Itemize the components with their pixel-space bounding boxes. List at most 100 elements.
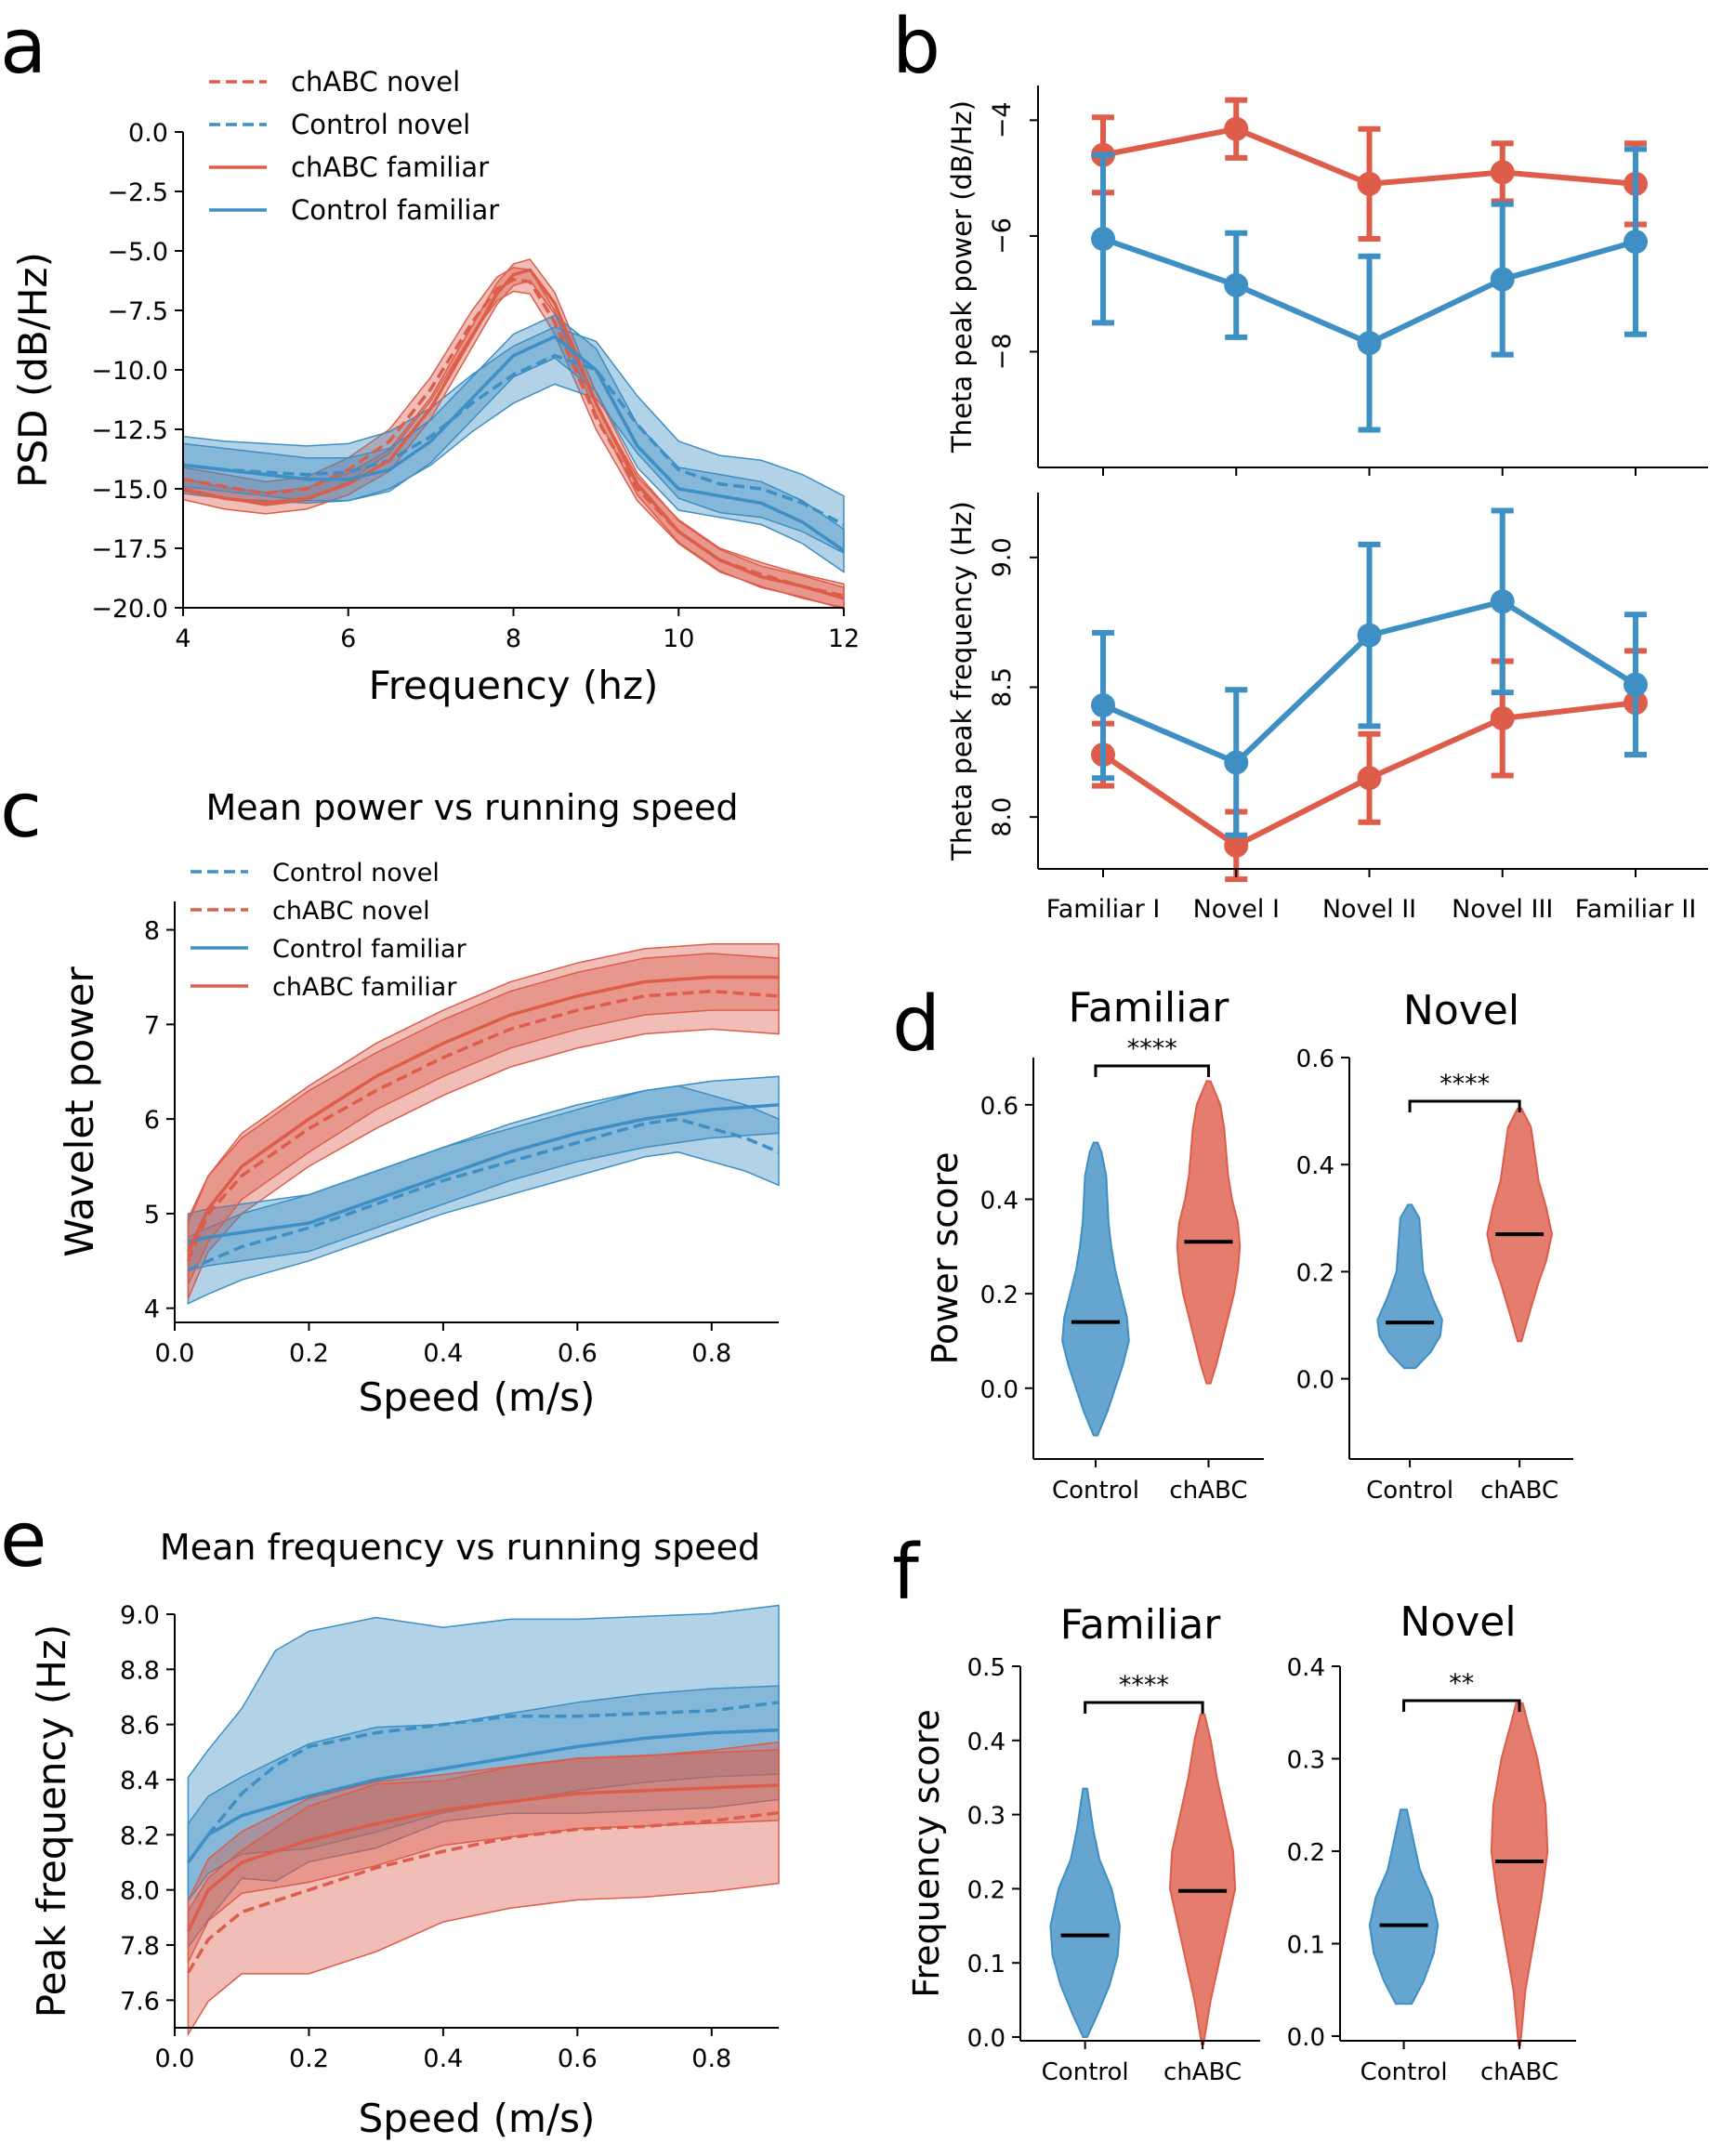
- data-point: [1490, 589, 1515, 614]
- x-tick-label: 6: [340, 624, 356, 653]
- x-tick-label: Novel II: [1322, 895, 1416, 924]
- x-tick-label: chABC: [1169, 1477, 1247, 1505]
- x-tick-label: 0.4: [423, 1339, 463, 1368]
- series-line-control-familiar: [182, 335, 845, 552]
- frequency-score-novel-chart: Control chABC ** 0.0 0.1 0.2 0.3 0.4 Novel: [1287, 1598, 1576, 2086]
- y-tick-label: 8.8: [120, 1656, 160, 1685]
- y-tick-label: 4: [144, 1295, 160, 1324]
- chart-title: Familiar: [1069, 984, 1230, 1032]
- x-tick-label: Control: [1052, 1477, 1139, 1505]
- y-tick-label: 0.3: [967, 1803, 1006, 1831]
- psd-chart: 4 6 8 10 12 0.0 −2.5 −5.0 −7.5 −10.0 −12.5 −15.0 −17…: [10, 66, 860, 708]
- y-tick-label: 8.0: [120, 1877, 160, 1906]
- violin-chabc: [1490, 1702, 1549, 2046]
- y-tick-label: 7.8: [120, 1932, 160, 1961]
- x-axis-label: Frequency (hz): [369, 663, 659, 708]
- violin-control: [1376, 1203, 1443, 1370]
- y-tick-label: 0.5: [967, 1654, 1006, 1682]
- x-tick-label: Control: [1366, 1477, 1453, 1505]
- legend-label: Control familiar: [272, 935, 467, 964]
- y-tick-label: 8.4: [120, 1767, 160, 1795]
- y-tick-label: −4: [988, 101, 1017, 138]
- violin-chabc: [1486, 1107, 1554, 1343]
- y-tick-label: 0.0: [1287, 2024, 1325, 2052]
- y-tick-label: −15.0: [91, 476, 168, 505]
- legend-label: chABC familiar: [272, 973, 457, 1002]
- y-tick-label: 5: [144, 1201, 160, 1229]
- y-axis-label: Frequency score: [906, 1709, 947, 1998]
- y-tick-label: 0.0: [128, 119, 168, 148]
- y-axis-label: Power score: [925, 1151, 966, 1364]
- data-point: [1357, 331, 1382, 356]
- x-tick-label: Novel I: [1193, 895, 1280, 924]
- x-tick-label: chABC: [1163, 2058, 1242, 2086]
- legend-label: chABC novel: [291, 66, 460, 98]
- frequency-score-familiar-chart: Control chABC **** 0.0 0.1 0.2 0.3 0.4 0.5 Famili…: [906, 1601, 1260, 2086]
- data-point: [1490, 267, 1515, 292]
- y-tick-label: 7: [144, 1011, 160, 1040]
- y-axis-label: PSD (dB/Hz): [10, 252, 56, 488]
- y-tick-label: 0.2: [1296, 1259, 1334, 1287]
- y-tick-label: 0.3: [1287, 1747, 1325, 1775]
- y-axis-label: Peak frequency (Hz): [29, 1624, 74, 2018]
- significance-bracket: [1084, 1701, 1204, 1714]
- significance-label: ****: [1439, 1070, 1490, 1098]
- theta-power-chart: −4 −6 −8 Theta peak power (dB/Hz): [946, 85, 1708, 476]
- violin-chabc: [1168, 1713, 1237, 2045]
- panel-letter-d: d: [892, 980, 940, 1069]
- legend-label: Control familiar: [291, 194, 499, 226]
- x-tick-label: Novel III: [1452, 895, 1553, 924]
- chart-title: Novel: [1403, 987, 1519, 1034]
- chart-title: Mean frequency vs running speed: [160, 1527, 760, 1568]
- violin-chabc: [1176, 1080, 1242, 1385]
- data-point: [1490, 160, 1515, 185]
- y-tick-label: 8.2: [120, 1821, 160, 1850]
- y-tick-label: −10.0: [91, 357, 168, 386]
- band-chabc-novel: [187, 953, 780, 1299]
- x-tick-label: 0.0: [155, 2044, 195, 2073]
- band-control-familiar: [187, 1075, 780, 1271]
- data-point: [1490, 706, 1515, 730]
- y-tick-label: −12.5: [91, 416, 168, 445]
- x-tick-label: 0.6: [558, 1339, 598, 1368]
- legend-label: chABC familiar: [291, 151, 489, 183]
- y-axis-label: Theta peak frequency (Hz): [946, 501, 978, 861]
- violin-control: [1049, 1787, 1121, 2039]
- x-tick-label: 0.6: [558, 2044, 598, 2073]
- series-line-control-familiar: [187, 1728, 780, 1864]
- x-tick-label: chABC: [1480, 1477, 1558, 1505]
- panel-letter-f: f: [892, 1529, 921, 1617]
- power-score-familiar-chart: Control chABC **** 0.0 0.2 0.4 0.6 Familiar Powe…: [925, 984, 1264, 1505]
- series-line-chabc-familiar: [186, 1783, 780, 1932]
- legend-label: Control novel: [291, 109, 470, 140]
- data-point: [1224, 116, 1249, 141]
- legend-label: Control novel: [272, 859, 440, 887]
- data-point: [1091, 227, 1115, 252]
- y-tick-label: 0.0: [980, 1376, 1019, 1404]
- series-line-chabc-novel: [186, 989, 780, 1262]
- significance-label: ****: [1119, 1671, 1169, 1700]
- chart-title: Novel: [1400, 1598, 1516, 1646]
- x-tick-label: Familiar I: [1046, 895, 1161, 924]
- y-tick-label: 8: [144, 917, 160, 946]
- band-chabc-novel: [187, 1741, 780, 2037]
- x-tick-label: Control: [1361, 2058, 1448, 2086]
- significance-bracket: [1408, 1099, 1521, 1112]
- frequency-speed-chart: 0.0 0.2 0.4 0.6 0.8 7.6 7.8 8.0 8.2 8.4 8.6 8.8 9.0 S…: [29, 1527, 780, 2141]
- y-tick-label: −5.0: [107, 238, 168, 267]
- x-axis-label: Speed (m/s): [359, 2096, 596, 2141]
- y-tick-label: 0.6: [980, 1093, 1019, 1121]
- y-tick-label: 8.5: [988, 667, 1017, 707]
- y-tick-label: 9.0: [120, 1601, 160, 1630]
- y-tick-label: 9.0: [988, 537, 1017, 577]
- theta-frequency-chart: 8.0 8.5 9.0 Familiar I Novel I Novel II Novel …: [946, 493, 1708, 924]
- x-tick-label: chABC: [1480, 2058, 1558, 2086]
- y-tick-label: 6: [144, 1106, 160, 1135]
- y-tick-label: 0.4: [980, 1187, 1019, 1215]
- violin-control: [1061, 1141, 1130, 1437]
- y-tick-label: 0.2: [1287, 1839, 1325, 1867]
- data-point: [1357, 623, 1382, 648]
- panel-letter-c: c: [0, 767, 42, 855]
- x-axis-label: Speed (m/s): [359, 1374, 596, 1420]
- x-tick-label: 12: [828, 624, 860, 653]
